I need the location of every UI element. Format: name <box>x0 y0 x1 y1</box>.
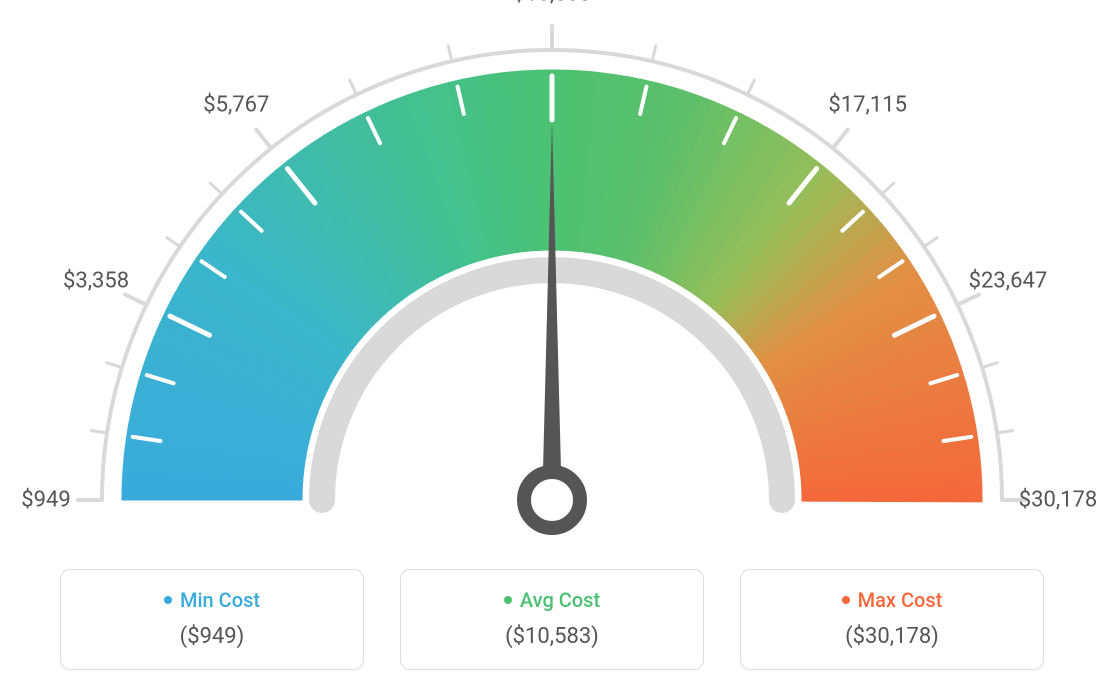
gauge-tick-label: $30,178 <box>1019 488 1098 513</box>
min-cost-dot <box>164 596 172 604</box>
max-cost-dot <box>842 596 850 604</box>
chart-container: $949 $3,358 $5,767 $10,583 $17,115 $23,647 $30… <box>0 0 1104 690</box>
avg-cost-title-text: Avg Cost <box>520 588 600 612</box>
gauge-tick-label: $17,115 <box>828 92 907 117</box>
gauge-tick-label: $5,767 <box>203 92 269 117</box>
gauge-tick-label: $23,647 <box>969 268 1048 293</box>
max-cost-title: Max Cost <box>741 588 1043 612</box>
gauge-area: $949 $3,358 $5,767 $10,583 $17,115 $23,647 $30… <box>0 0 1104 550</box>
max-cost-card: Max Cost ($30,178) <box>740 569 1044 670</box>
avg-cost-value: ($10,583) <box>401 624 703 649</box>
min-cost-title-text: Min Cost <box>180 588 260 612</box>
gauge-svg <box>0 0 1104 560</box>
avg-cost-card: Avg Cost ($10,583) <box>400 569 704 670</box>
gauge-tick-label: $3,358 <box>63 268 129 293</box>
min-cost-value: ($949) <box>61 624 363 649</box>
avg-cost-title: Avg Cost <box>401 588 703 612</box>
gauge-tick-label: $949 <box>21 488 70 513</box>
gauge-tick-label: $10,583 <box>513 0 592 7</box>
min-cost-title: Min Cost <box>61 588 363 612</box>
min-cost-card: Min Cost ($949) <box>60 569 364 670</box>
avg-cost-dot <box>504 596 512 604</box>
max-cost-title-text: Max Cost <box>858 588 943 612</box>
max-cost-value: ($30,178) <box>741 624 1043 649</box>
legend-row: Min Cost ($949) Avg Cost ($10,583) Max C… <box>0 569 1104 670</box>
